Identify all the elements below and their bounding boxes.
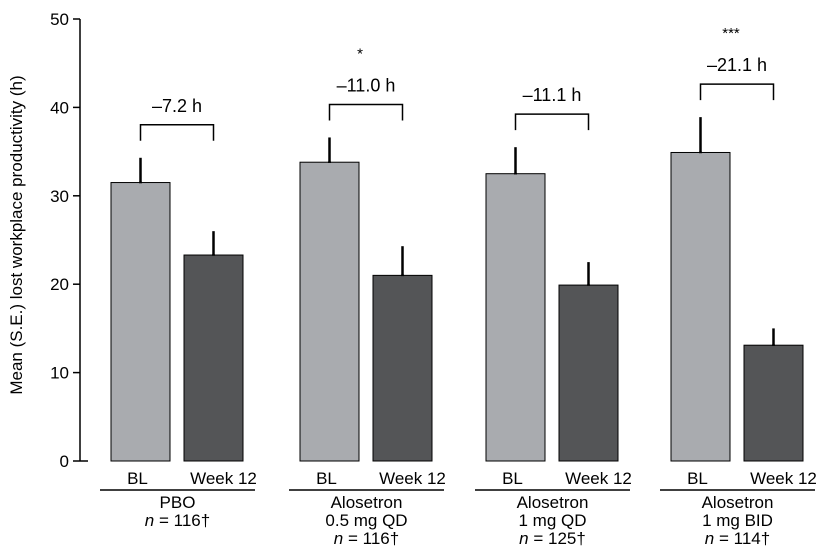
difference-bracket — [139, 124, 215, 141]
group-n: n = 114† — [705, 529, 770, 548]
category-label: BL — [502, 469, 523, 488]
difference-bracket — [699, 83, 775, 101]
n-italic: n — [334, 529, 343, 548]
y-tick-label: 10 — [50, 364, 69, 383]
bars — [110, 117, 804, 462]
difference-label: –21.1 h — [707, 55, 767, 75]
bar — [110, 182, 171, 462]
bar — [670, 151, 731, 462]
difference-label: –7.2 h — [152, 96, 202, 116]
group-name: PBO — [160, 493, 196, 512]
n-value: = 114† — [714, 529, 770, 548]
category-label: Week 12 — [379, 469, 446, 488]
difference-label: –11.0 h — [337, 75, 396, 95]
category-label: BL — [687, 469, 708, 488]
category-label: BL — [127, 469, 148, 488]
bar — [743, 344, 804, 462]
bar — [183, 254, 244, 462]
group-name: Alosetron — [517, 493, 589, 512]
n-value: = 125† — [529, 529, 586, 548]
significance-marker: *** — [722, 25, 740, 42]
bar — [299, 161, 360, 462]
n-italic: n — [705, 529, 714, 548]
n-italic: n — [145, 511, 154, 530]
y-tick-label: 50 — [50, 10, 69, 29]
group-n: n = 116† — [334, 529, 399, 548]
group-name: 1 mg BID — [702, 511, 773, 530]
group-name: 1 mg QD — [518, 511, 586, 530]
group-name: 0.5 mg QD — [325, 511, 407, 530]
category-label: Week 12 — [190, 469, 257, 488]
n-value: = 116† — [343, 529, 399, 548]
difference-label: –11.1 h — [523, 85, 582, 105]
y-tick-label: 20 — [50, 275, 69, 294]
significance-marker: * — [357, 45, 363, 62]
y-tick-label: 40 — [50, 98, 69, 117]
category-label: Week 12 — [750, 469, 817, 488]
bar — [558, 284, 619, 462]
difference-bracket — [328, 103, 404, 121]
category-label: Week 12 — [565, 469, 632, 488]
group-name: Alosetron — [331, 493, 403, 512]
n-italic: n — [519, 529, 528, 548]
category-label: BL — [316, 469, 337, 488]
n-value: = 116† — [154, 511, 210, 530]
bar — [372, 274, 433, 462]
group-name: Alosetron — [702, 493, 774, 512]
group-n: n = 125† — [519, 529, 586, 548]
group-n: n = 116† — [145, 511, 210, 530]
y-axis-label: Mean (S.E.) lost workplace productivity … — [7, 75, 26, 394]
difference-bracket — [514, 113, 590, 131]
axes: 0 10 20 30 40 50 — [50, 10, 88, 471]
y-tick-label: 0 — [60, 452, 69, 471]
y-tick-label: 30 — [50, 187, 69, 206]
bar — [485, 173, 546, 462]
